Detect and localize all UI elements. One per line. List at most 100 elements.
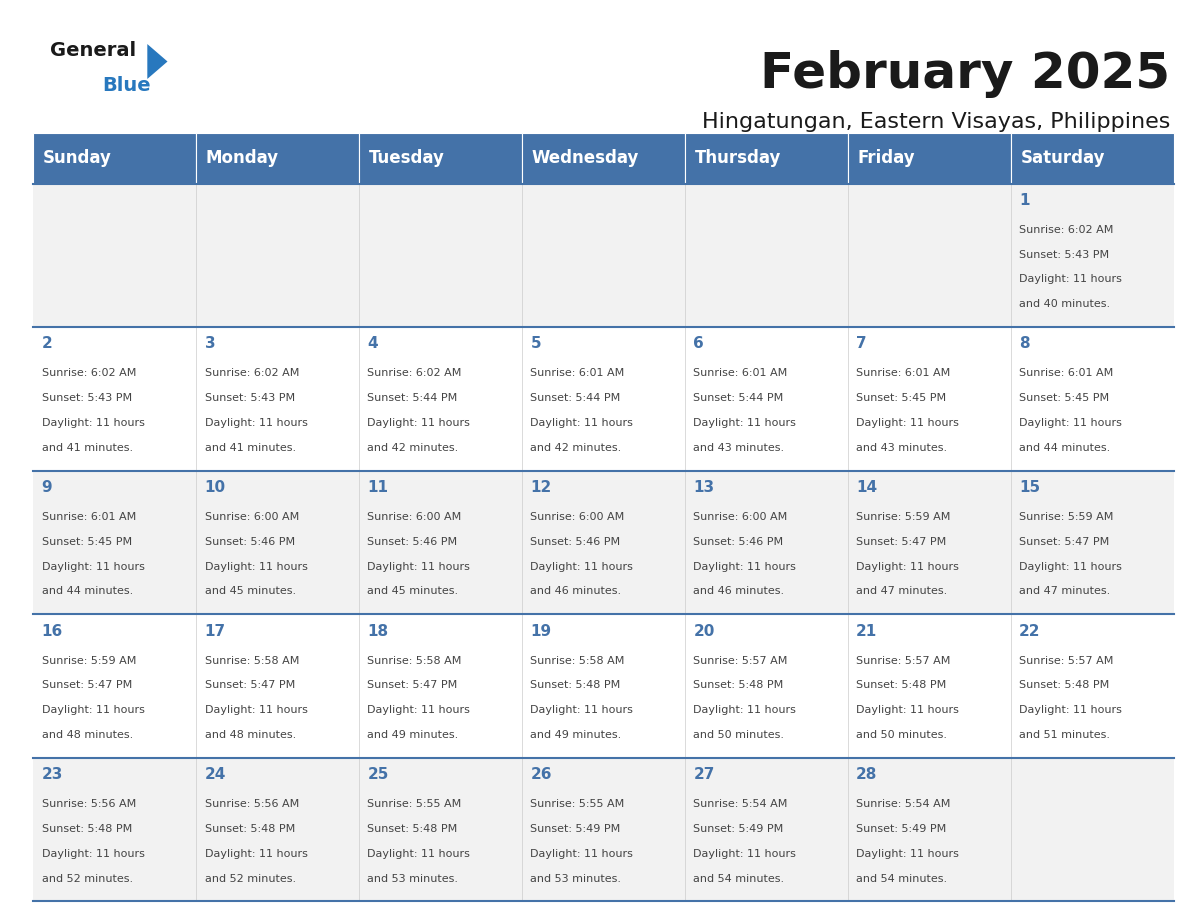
Text: Daylight: 11 hours: Daylight: 11 hours [530, 849, 633, 858]
Bar [685, 133, 848, 184]
Text: and 47 minutes.: and 47 minutes. [857, 587, 948, 597]
Bar [1011, 184, 1174, 327]
Text: and 42 minutes.: and 42 minutes. [367, 442, 459, 453]
Text: Sunrise: 6:00 AM: Sunrise: 6:00 AM [530, 512, 625, 522]
Text: Daylight: 11 hours: Daylight: 11 hours [694, 562, 796, 572]
Text: Daylight: 11 hours: Daylight: 11 hours [367, 849, 470, 858]
Bar [522, 184, 685, 327]
Text: and 50 minutes.: and 50 minutes. [857, 730, 947, 740]
Bar [33, 327, 196, 471]
Text: Sunset: 5:49 PM: Sunset: 5:49 PM [530, 824, 620, 834]
Bar [359, 133, 522, 184]
Text: Daylight: 11 hours: Daylight: 11 hours [694, 849, 796, 858]
Text: Sunrise: 5:55 AM: Sunrise: 5:55 AM [530, 800, 625, 809]
Text: 10: 10 [204, 480, 226, 495]
Bar [522, 327, 685, 471]
Text: Sunrise: 6:01 AM: Sunrise: 6:01 AM [42, 512, 135, 522]
Text: 15: 15 [1019, 480, 1041, 495]
Text: 5: 5 [530, 336, 541, 352]
Text: Daylight: 11 hours: Daylight: 11 hours [1019, 274, 1121, 285]
Text: Sunrise: 5:57 AM: Sunrise: 5:57 AM [857, 655, 950, 666]
Text: Daylight: 11 hours: Daylight: 11 hours [530, 418, 633, 428]
Text: and 53 minutes.: and 53 minutes. [367, 874, 459, 883]
Text: Sunset: 5:47 PM: Sunset: 5:47 PM [204, 680, 295, 690]
Text: and 44 minutes.: and 44 minutes. [42, 587, 133, 597]
Text: Sunset: 5:47 PM: Sunset: 5:47 PM [42, 680, 132, 690]
Text: Sunset: 5:48 PM: Sunset: 5:48 PM [530, 680, 620, 690]
Text: Sunrise: 5:59 AM: Sunrise: 5:59 AM [1019, 512, 1113, 522]
Text: and 49 minutes.: and 49 minutes. [530, 730, 621, 740]
Bar [359, 614, 522, 758]
Bar [522, 471, 685, 614]
Text: Daylight: 11 hours: Daylight: 11 hours [42, 849, 145, 858]
Text: 23: 23 [42, 767, 63, 782]
Bar [685, 758, 848, 901]
Text: Monday: Monday [206, 150, 279, 167]
Text: 2: 2 [42, 336, 52, 352]
Text: Sunset: 5:45 PM: Sunset: 5:45 PM [1019, 393, 1110, 403]
Text: Hingatungan, Eastern Visayas, Philippines: Hingatungan, Eastern Visayas, Philippine… [702, 112, 1170, 132]
Text: Daylight: 11 hours: Daylight: 11 hours [204, 562, 308, 572]
Text: General: General [50, 41, 135, 61]
Text: Daylight: 11 hours: Daylight: 11 hours [694, 418, 796, 428]
Text: Daylight: 11 hours: Daylight: 11 hours [530, 705, 633, 715]
Text: Sunset: 5:48 PM: Sunset: 5:48 PM [694, 680, 784, 690]
Text: Daylight: 11 hours: Daylight: 11 hours [1019, 562, 1121, 572]
Text: and 41 minutes.: and 41 minutes. [42, 442, 133, 453]
Bar [196, 614, 359, 758]
Text: Sunrise: 6:02 AM: Sunrise: 6:02 AM [1019, 225, 1113, 235]
Text: and 41 minutes.: and 41 minutes. [204, 442, 296, 453]
Text: Sunset: 5:48 PM: Sunset: 5:48 PM [204, 824, 295, 834]
Text: 27: 27 [694, 767, 715, 782]
Bar [1011, 327, 1174, 471]
Text: 26: 26 [530, 767, 552, 782]
Text: Sunrise: 6:01 AM: Sunrise: 6:01 AM [530, 368, 625, 378]
Text: and 46 minutes.: and 46 minutes. [694, 587, 784, 597]
Text: 11: 11 [367, 480, 388, 495]
Bar [685, 327, 848, 471]
Text: Sunset: 5:43 PM: Sunset: 5:43 PM [1019, 250, 1110, 260]
Text: 7: 7 [857, 336, 867, 352]
Text: Sunset: 5:48 PM: Sunset: 5:48 PM [42, 824, 132, 834]
Text: and 48 minutes.: and 48 minutes. [204, 730, 296, 740]
Text: Saturday: Saturday [1020, 150, 1105, 167]
Text: Daylight: 11 hours: Daylight: 11 hours [1019, 418, 1121, 428]
Text: Sunrise: 6:01 AM: Sunrise: 6:01 AM [694, 368, 788, 378]
Text: 6: 6 [694, 336, 704, 352]
Text: 4: 4 [367, 336, 378, 352]
Text: Sunrise: 6:02 AM: Sunrise: 6:02 AM [42, 368, 135, 378]
Text: Sunset: 5:48 PM: Sunset: 5:48 PM [367, 824, 457, 834]
Text: February 2025: February 2025 [760, 50, 1170, 98]
Text: Sunrise: 5:55 AM: Sunrise: 5:55 AM [367, 800, 462, 809]
Text: and 42 minutes.: and 42 minutes. [530, 442, 621, 453]
Bar [848, 327, 1011, 471]
Text: 28: 28 [857, 767, 878, 782]
Text: Daylight: 11 hours: Daylight: 11 hours [857, 562, 959, 572]
Text: and 51 minutes.: and 51 minutes. [1019, 730, 1110, 740]
Text: Sunset: 5:43 PM: Sunset: 5:43 PM [42, 393, 132, 403]
Text: Sunrise: 5:57 AM: Sunrise: 5:57 AM [1019, 655, 1113, 666]
Text: Thursday: Thursday [695, 150, 781, 167]
Text: Sunrise: 5:57 AM: Sunrise: 5:57 AM [694, 655, 788, 666]
Text: and 45 minutes.: and 45 minutes. [367, 587, 459, 597]
Bar [359, 327, 522, 471]
Text: 24: 24 [204, 767, 226, 782]
Bar [848, 471, 1011, 614]
Text: Daylight: 11 hours: Daylight: 11 hours [530, 562, 633, 572]
Bar [196, 471, 359, 614]
Bar [33, 758, 196, 901]
Text: Sunset: 5:46 PM: Sunset: 5:46 PM [204, 537, 295, 547]
Text: 14: 14 [857, 480, 877, 495]
Bar [848, 614, 1011, 758]
Text: 3: 3 [204, 336, 215, 352]
Text: Sunset: 5:45 PM: Sunset: 5:45 PM [42, 537, 132, 547]
Text: Sunrise: 5:59 AM: Sunrise: 5:59 AM [857, 512, 950, 522]
Text: Daylight: 11 hours: Daylight: 11 hours [42, 418, 145, 428]
Bar [1011, 758, 1174, 901]
Text: Sunset: 5:47 PM: Sunset: 5:47 PM [1019, 537, 1110, 547]
Text: Daylight: 11 hours: Daylight: 11 hours [857, 418, 959, 428]
Text: Sunrise: 5:59 AM: Sunrise: 5:59 AM [42, 655, 135, 666]
Text: Sunrise: 6:00 AM: Sunrise: 6:00 AM [694, 512, 788, 522]
Text: Sunset: 5:47 PM: Sunset: 5:47 PM [367, 680, 457, 690]
Text: Sunset: 5:46 PM: Sunset: 5:46 PM [367, 537, 457, 547]
